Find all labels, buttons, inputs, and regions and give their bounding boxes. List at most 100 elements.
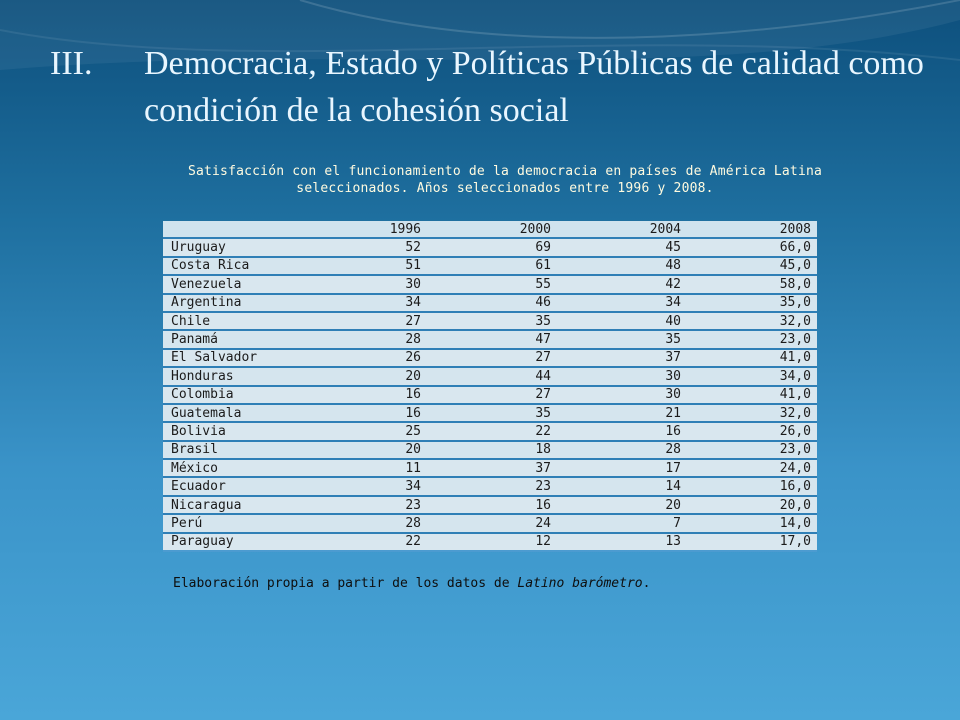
value-cell: 27 — [427, 385, 557, 405]
country-cell: Honduras — [163, 367, 297, 387]
value-cell: 41,0 — [687, 385, 817, 405]
country-cell: México — [163, 459, 297, 479]
table-row: Honduras 20 44 30 34,0 — [163, 367, 817, 387]
democracy-satisfaction-table: 1996 2000 2004 2008 Uruguay 52 69 45 66,0 Cos… — [163, 221, 817, 553]
source-note-suffix: . — [642, 576, 651, 591]
value-cell: 66,0 — [687, 238, 817, 258]
value-cell: 26 — [297, 348, 427, 369]
value-cell: 22 — [297, 532, 427, 553]
header-year: 2000 — [427, 221, 557, 240]
table-row: Chile 27 35 40 32,0 — [163, 311, 817, 332]
value-cell: 35 — [427, 311, 557, 332]
country-cell: Guatemala — [163, 403, 297, 424]
value-cell: 40 — [557, 311, 687, 332]
country-cell: Perú — [163, 514, 297, 534]
value-cell: 20 — [297, 367, 427, 387]
value-cell: 16 — [297, 403, 427, 424]
table-header-row: 1996 2000 2004 2008 — [163, 221, 817, 240]
table-row: El Salvador 26 27 37 41,0 — [163, 348, 817, 369]
table-title: Satisfacción con el funcionamiento de la… — [165, 163, 845, 197]
source-note: Elaboración propia a partir de los datos… — [173, 576, 650, 591]
value-cell: 45,0 — [687, 256, 817, 277]
value-cell: 58,0 — [687, 275, 817, 295]
country-cell: Chile — [163, 311, 297, 332]
value-cell: 69 — [427, 238, 557, 258]
source-name: Latino barómetro — [517, 576, 643, 591]
section-number: III. — [50, 45, 93, 82]
value-cell: 41,0 — [687, 348, 817, 369]
value-cell: 23,0 — [687, 440, 817, 461]
header-year: 1996 — [297, 221, 427, 240]
value-cell: 21 — [557, 403, 687, 424]
value-cell: 35 — [427, 403, 557, 424]
value-cell: 20,0 — [687, 495, 817, 516]
value-cell: 23 — [297, 495, 427, 516]
value-cell: 26,0 — [687, 422, 817, 442]
value-cell: 18 — [427, 440, 557, 461]
country-cell: Argentina — [163, 293, 297, 313]
value-cell: 11 — [297, 459, 427, 479]
table-row: Perú 28 24 7 14,0 — [163, 514, 817, 534]
country-cell: Ecuador — [163, 477, 297, 497]
value-cell: 55 — [427, 275, 557, 295]
source-note-prefix: Elaboración propia a partir de los datos… — [173, 576, 518, 591]
value-cell: 24 — [427, 514, 557, 534]
value-cell: 28 — [557, 440, 687, 461]
value-cell: 61 — [427, 256, 557, 277]
table-row: Nicaragua 23 16 20 20,0 — [163, 495, 817, 516]
value-cell: 14 — [557, 477, 687, 497]
table-row: México 11 37 17 24,0 — [163, 459, 817, 479]
value-cell: 16 — [297, 385, 427, 405]
value-cell: 42 — [557, 275, 687, 295]
country-cell: Bolivia — [163, 422, 297, 442]
value-cell: 34 — [297, 293, 427, 313]
country-cell: Brasil — [163, 440, 297, 461]
value-cell: 34 — [557, 293, 687, 313]
value-cell: 16,0 — [687, 477, 817, 497]
country-cell: Colombia — [163, 385, 297, 405]
value-cell: 51 — [297, 256, 427, 277]
country-cell: Costa Rica — [163, 256, 297, 277]
country-cell: El Salvador — [163, 348, 297, 369]
value-cell: 52 — [297, 238, 427, 258]
value-cell: 30 — [297, 275, 427, 295]
value-cell: 23 — [427, 477, 557, 497]
value-cell: 34,0 — [687, 367, 817, 387]
table-row: Brasil 20 18 28 23,0 — [163, 440, 817, 461]
table-row: Panamá 28 47 35 23,0 — [163, 330, 817, 350]
value-cell: 7 — [557, 514, 687, 534]
value-cell: 35 — [557, 330, 687, 350]
value-cell: 32,0 — [687, 403, 817, 424]
table-title-line1: Satisfacción con el funcionamiento de la… — [187, 164, 823, 179]
table-row: Bolivia 25 22 16 26,0 — [163, 422, 817, 442]
value-cell: 17,0 — [687, 532, 817, 553]
value-cell: 48 — [557, 256, 687, 277]
value-cell: 16 — [557, 422, 687, 442]
value-cell: 16 — [427, 495, 557, 516]
value-cell: 13 — [557, 532, 687, 553]
table-row: Argentina 34 46 34 35,0 — [163, 293, 817, 313]
value-cell: 44 — [427, 367, 557, 387]
country-cell: Nicaragua — [163, 495, 297, 516]
header-year: 2008 — [687, 221, 817, 240]
value-cell: 28 — [297, 330, 427, 350]
value-cell: 17 — [557, 459, 687, 479]
country-cell: Uruguay — [163, 238, 297, 258]
value-cell: 27 — [427, 348, 557, 369]
value-cell: 45 — [557, 238, 687, 258]
value-cell: 35,0 — [687, 293, 817, 313]
country-cell: Paraguay — [163, 532, 297, 553]
table-title-line2: seleccionados. Años seleccionados entre … — [296, 181, 714, 196]
table-row: Uruguay 52 69 45 66,0 — [163, 238, 817, 258]
value-cell: 20 — [297, 440, 427, 461]
value-cell: 23,0 — [687, 330, 817, 350]
table-row: Venezuela 30 55 42 58,0 — [163, 275, 817, 295]
value-cell: 28 — [297, 514, 427, 534]
value-cell: 46 — [427, 293, 557, 313]
value-cell: 22 — [427, 422, 557, 442]
header-year: 2004 — [557, 221, 687, 240]
value-cell: 24,0 — [687, 459, 817, 479]
table-row: Guatemala 16 35 21 32,0 — [163, 403, 817, 424]
value-cell: 30 — [557, 385, 687, 405]
value-cell: 27 — [297, 311, 427, 332]
